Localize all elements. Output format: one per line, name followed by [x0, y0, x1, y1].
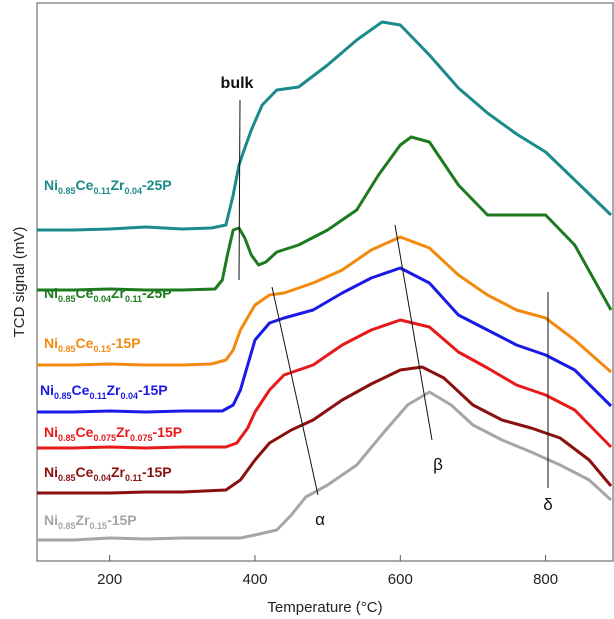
series-layer	[37, 20, 613, 542]
annotation-label-2: α	[315, 510, 325, 529]
annotation-line-1	[238, 99, 241, 281]
series-labels: Ni0.85Ce0.11Zr0.04-25P Ni0.85Ce0.04Zr0.11…	[40, 177, 182, 531]
series-line-1	[37, 20, 613, 232]
plot-frame	[36, 2, 614, 562]
series-label-1: Ni0.85Ce0.11Zr0.04-25P	[44, 177, 172, 196]
series-label-2: Ni0.85Ce0.04Zr0.11-25P	[44, 285, 172, 304]
x-tick-label: 200	[97, 571, 122, 588]
annotation-line-2	[271, 286, 319, 496]
x-tick-label: 800	[533, 571, 558, 588]
series-label-6: Ni0.85Ce0.04Zr0.11-15P	[44, 464, 172, 483]
x-tick-label: 600	[388, 571, 413, 588]
annotation-line-3	[394, 224, 433, 441]
series-line-3	[37, 235, 612, 374]
x-axis-ticks: 200 400 600 800	[97, 555, 558, 588]
series-line-7	[37, 390, 613, 542]
series-label-7: Ni0.85Zr0.15-15P	[44, 512, 137, 531]
series-label-4: Ni0.85Ce0.11Zr0.04-15P	[40, 382, 168, 401]
series-label-3: Ni0.85Ce0.15-15P	[44, 335, 141, 354]
annotation-label-4: δ	[543, 495, 552, 514]
series-line-2	[37, 135, 613, 311]
series-line-6	[37, 365, 613, 495]
annotation-label-3: β	[433, 455, 443, 474]
series-line-4	[37, 266, 613, 414]
annotation-layer: bulk α β δ	[221, 75, 553, 529]
x-axis-title: Temperature (°C)	[267, 599, 382, 616]
x-tick-label: 400	[242, 571, 267, 588]
series-line-5	[37, 318, 613, 450]
annotation-label-1: bulk	[221, 75, 254, 92]
series-label-5: Ni0.85Ce0.075Zr0.075-15P	[44, 424, 182, 443]
y-axis-title: TCD signal (mV)	[11, 227, 28, 338]
